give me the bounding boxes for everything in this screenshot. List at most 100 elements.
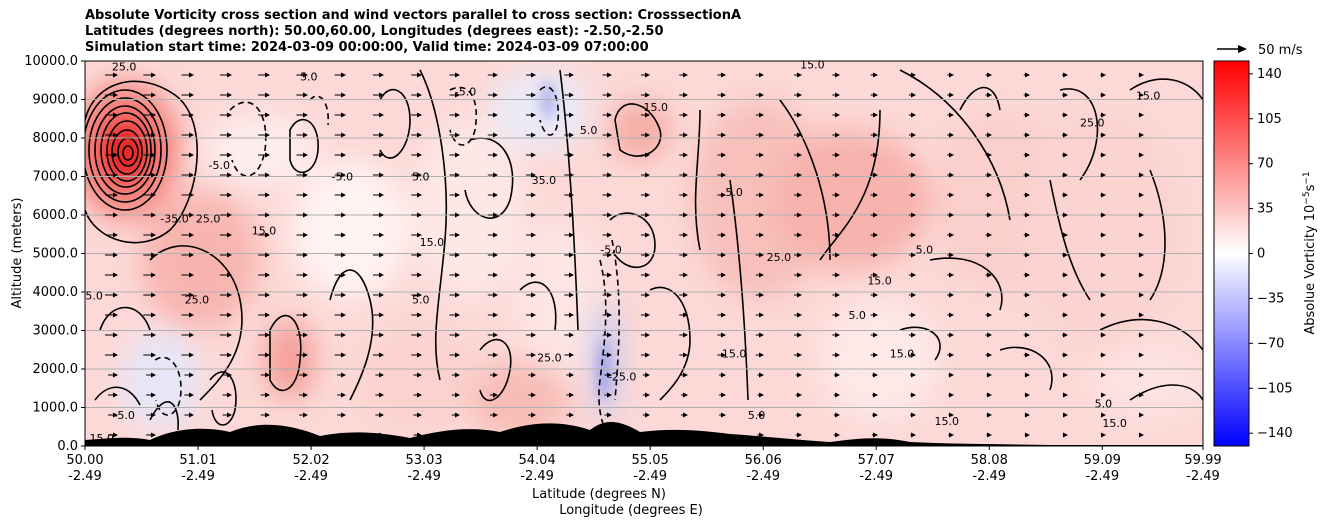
wind-vector: [411, 132, 422, 138]
contour-label: 15.0: [722, 347, 747, 360]
wind-vector: [526, 172, 536, 178]
wind-vector: [146, 412, 156, 418]
contour-label: 25.0: [767, 251, 792, 264]
wind-vector: [258, 92, 270, 98]
wind-vector: [870, 352, 878, 358]
wind-vector: [640, 92, 650, 98]
wind-vector: [108, 372, 118, 378]
wind-vector: [908, 252, 916, 258]
colorbar-tick-label: 105: [1257, 112, 1282, 127]
wind-vector: [334, 352, 346, 358]
wind-vector: [143, 152, 156, 158]
wind-vector: [1062, 292, 1068, 298]
wind-vector: [334, 292, 346, 298]
wind-vector: [1062, 72, 1068, 78]
wind-vector: [489, 432, 498, 438]
wind-vector: [564, 92, 574, 98]
wind-vector: [146, 392, 156, 398]
wind-vector: [832, 232, 840, 238]
wind-vector: [719, 412, 726, 418]
wind-vector: [717, 292, 726, 298]
wind-vector: [372, 272, 384, 278]
wind-vector: [602, 212, 612, 218]
wind-vector: [1138, 192, 1144, 198]
wind-vector: [757, 372, 764, 378]
wind-vector: [794, 332, 802, 338]
wind-vector: [143, 292, 156, 298]
x-tick-label-lon: -2.49: [294, 469, 328, 484]
wind-vector: [679, 192, 688, 198]
wind-vector: [296, 112, 308, 118]
wind-vector: [1100, 72, 1106, 78]
wind-vector: [719, 372, 726, 378]
wind-vector: [870, 152, 878, 158]
wind-vector: [181, 352, 194, 358]
wind-vector: [143, 232, 156, 238]
wind-vector: [1101, 432, 1106, 438]
wind-vector: [489, 392, 498, 398]
contour-label: 25.0: [112, 61, 137, 74]
wind-vector: [1062, 392, 1068, 398]
x-tick-label-lon: -2.49: [859, 469, 893, 484]
wind-vector: [108, 432, 118, 438]
wind-vector: [105, 292, 118, 298]
wind-vector: [219, 132, 232, 138]
wind-vector: [910, 412, 916, 418]
y-tick-label: 8000.0: [33, 131, 79, 146]
wind-vector: [143, 172, 156, 178]
wind-vector: [184, 412, 194, 418]
wind-vector: [908, 312, 916, 318]
wind-vector: [413, 392, 422, 398]
wind-vector: [947, 312, 954, 318]
wind-vector: [832, 92, 840, 98]
wind-vector: [372, 112, 384, 118]
wind-vector: [1023, 332, 1030, 338]
wind-vector: [1023, 192, 1030, 198]
x-tick-label-lon: -2.49: [68, 469, 102, 484]
chart-title-line-3: Simulation start time: 2024-03-09 00:00:…: [85, 40, 649, 55]
wind-vector: [184, 392, 194, 398]
contour-label: 15.0: [90, 432, 115, 445]
wind-vector: [908, 112, 916, 118]
colorbar: 140 105 70 35 0 −35 −70 −105 −140 Absolue Vortic…: [1213, 60, 1318, 447]
wind-vector: [411, 272, 422, 278]
wind-vector: [219, 172, 232, 178]
x-tick-label-lon: -2.49: [181, 469, 215, 484]
wind-vector: [757, 412, 764, 418]
wind-vector: [526, 212, 536, 218]
contour-label: 15.0: [644, 101, 669, 114]
wind-vector: [105, 352, 118, 358]
wind-vector: [258, 332, 270, 338]
wind-vector: [219, 312, 232, 318]
wind-vector: [105, 152, 118, 158]
wind-vector: [296, 252, 308, 258]
wind-vector: [1138, 232, 1144, 238]
wind-vector: [258, 272, 270, 278]
wind-vector: [258, 232, 270, 238]
wind-vector: [640, 112, 650, 118]
wind-vector: [411, 312, 422, 318]
wind-vector: [449, 132, 460, 138]
wind-vector: [1100, 352, 1106, 358]
wind-vector: [679, 292, 688, 298]
wind-vector: [181, 232, 194, 238]
contour-label: 15.0: [890, 347, 915, 360]
wind-vector: [181, 332, 194, 338]
wind-vector: [640, 252, 650, 258]
contour-label: -5.0: [209, 159, 230, 172]
grid-lines: [85, 61, 1203, 446]
contour-label: 5.0: [412, 170, 430, 183]
wind-vector: [564, 132, 574, 138]
wind-vector: [181, 172, 194, 178]
wind-vector: [487, 212, 498, 218]
wind-vector: [296, 152, 308, 158]
wind-vector: [449, 312, 460, 318]
y-axis-label: Altitude (meters): [10, 198, 25, 309]
wind-vector: [794, 212, 802, 218]
wind-vector: [372, 212, 384, 218]
wind-vector: [1100, 132, 1106, 138]
wind-vector: [640, 272, 650, 278]
wind-vector: [832, 172, 840, 178]
wind-vector: [1100, 172, 1106, 178]
